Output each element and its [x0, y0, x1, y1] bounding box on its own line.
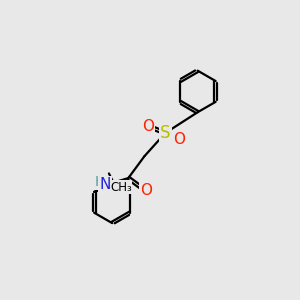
Text: CH₃: CH₃ — [110, 181, 132, 194]
Text: H: H — [95, 175, 105, 189]
Text: O: O — [142, 118, 154, 134]
Text: O: O — [173, 132, 185, 147]
Text: S: S — [160, 124, 171, 142]
Text: O: O — [140, 183, 152, 198]
Text: N: N — [100, 178, 111, 193]
